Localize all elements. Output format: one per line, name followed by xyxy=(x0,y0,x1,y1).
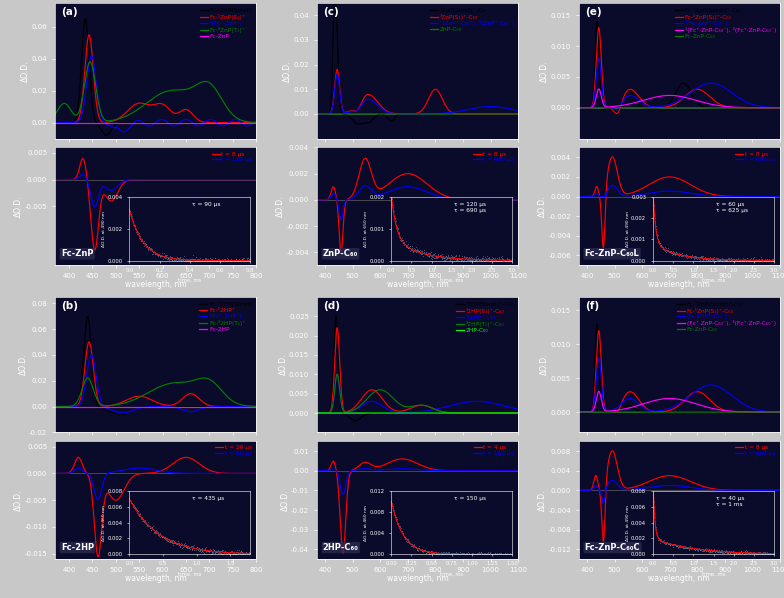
X-axis label: wavelength, nm: wavelength, nm xyxy=(387,574,448,583)
Text: (e): (e) xyxy=(585,7,601,17)
Legend: t = 8 μs, t = 600 μs: t = 8 μs, t = 600 μs xyxy=(734,444,777,457)
Y-axis label: ΔO.D.: ΔO.D. xyxy=(540,60,550,81)
X-axis label: wavelength, nm: wavelength, nm xyxy=(648,574,710,583)
X-axis label: wavelength, nm: wavelength, nm xyxy=(387,280,448,289)
Y-axis label: ΔO.D.: ΔO.D. xyxy=(540,354,550,376)
Legend: t = 8 μs, t = 600 μs: t = 8 μs, t = 600 μs xyxy=(472,150,515,163)
Legend: t = 8 μs, t = 600 μs: t = 8 μs, t = 600 μs xyxy=(734,150,777,163)
Legend: t = 4 μs, t = 160 μs: t = 4 μs, t = 160 μs xyxy=(473,444,515,457)
Text: (b): (b) xyxy=(61,301,78,311)
Legend: Fc-¹ZnP(Soret)⁺-C₆₀, Fc-¹ZnP(S₁)⁺-C₆₀, (Fc-ZnP⁺-C₆₀⁻), (Fc⁺·ZnP-C₆₀⁻), ³(Fc⁺·ZnP: Fc-¹ZnP(Soret)⁺-C₆₀, Fc-¹ZnP(S₁)⁺-C₆₀, (… xyxy=(676,300,777,333)
Text: (d): (d) xyxy=(323,301,339,311)
Text: 2HP-C₆₀: 2HP-C₆₀ xyxy=(323,543,358,552)
Legend: Fc-¹ZnP(Soret), Fc-¹ZnP(S₁)⁺, ¹(Fc⁺·ZnP⁻), Fc-³ZnP(T₁)⁺, Fc-ZnP: Fc-¹ZnP(Soret), Fc-¹ZnP(S₁)⁺, ¹(Fc⁺·ZnP⁻… xyxy=(198,6,253,40)
Text: Fc-ZnP-C₆₀C: Fc-ZnP-C₆₀C xyxy=(585,543,641,552)
Y-axis label: ΔO.D.: ΔO.D. xyxy=(538,196,547,217)
Text: (c): (c) xyxy=(323,7,339,17)
Legend: ¹2HP(Soret)⁺-C₆₀, ¹2HP(S₁)⁺-C₆₀, ¹(2HP⁺·C₆₀⁻), ³2HP(T₁)⁺-C₆₀, 2HP-C₆₀: ¹2HP(Soret)⁺-C₆₀, ¹2HP(S₁)⁺-C₆₀, ¹(2HP⁺·… xyxy=(455,300,515,334)
Y-axis label: ΔO.D.: ΔO.D. xyxy=(276,196,285,217)
Text: Fc-2HP: Fc-2HP xyxy=(61,543,94,552)
Text: (a): (a) xyxy=(61,7,78,17)
Text: (f): (f) xyxy=(585,301,599,311)
Legend: Fc-¹2HP(Soret), Fc-¹2HP⁺, ¹(Fc⁺·2HP⁻), Fc-³2HP(T₁)⁺, Fc-2HP: Fc-¹2HP(Soret), Fc-¹2HP⁺, ¹(Fc⁺·2HP⁻), F… xyxy=(198,300,253,333)
Y-axis label: ΔO.D.: ΔO.D. xyxy=(538,489,547,511)
Legend: Fc-¹ZnP(Soret)⁺-C₆₀, Fc-¹ZnP(S₁)⁺-C₆₀, ¹(Fc-ZnP⁺·C₆₀⁻), ¹(Fc⁺·ZnP-C₆₀⁻), ³(Fc⁺·Z: Fc-¹ZnP(Soret)⁺-C₆₀, Fc-¹ZnP(S₁)⁺-C₆₀, ¹… xyxy=(673,6,777,40)
Text: Fc-ZnP-C₆₀L: Fc-ZnP-C₆₀L xyxy=(585,249,640,258)
Legend: t = 20 μs, t = 80 μs: t = 20 μs, t = 80 μs xyxy=(214,444,253,457)
Y-axis label: ΔO.D.: ΔO.D. xyxy=(14,489,23,511)
Y-axis label: ΔO.D.: ΔO.D. xyxy=(21,60,30,81)
Y-axis label: ΔO.D.: ΔO.D. xyxy=(19,354,27,376)
Text: Fc-ZnP: Fc-ZnP xyxy=(61,249,93,258)
Y-axis label: ΔO.D.: ΔO.D. xyxy=(281,489,289,511)
Y-axis label: ΔO.D.: ΔO.D. xyxy=(278,354,288,376)
Legend: ¹ZnP(Soret)⁺-C₆₀, ¹ZnP(S₁)⁺-C₆₀, ¹(ZnP⁺·C₆₀⁻), ³(ZnP⁺·C₆₀⁻), ZnP-C₆₀: ¹ZnP(Soret)⁺-C₆₀, ¹ZnP(S₁)⁺-C₆₀, ¹(ZnP⁺·… xyxy=(429,6,515,33)
X-axis label: wavelength, nm: wavelength, nm xyxy=(125,574,187,583)
X-axis label: wavelength, nm: wavelength, nm xyxy=(125,280,187,289)
Legend: t = 8 μs, t = 120 μs: t = 8 μs, t = 120 μs xyxy=(210,150,253,163)
Y-axis label: ΔO.D.: ΔO.D. xyxy=(14,196,24,217)
Y-axis label: ΔO.D.: ΔO.D. xyxy=(283,60,292,81)
Text: ZnP-C₆₀: ZnP-C₆₀ xyxy=(323,249,358,258)
X-axis label: wavelength, nm: wavelength, nm xyxy=(648,280,710,289)
